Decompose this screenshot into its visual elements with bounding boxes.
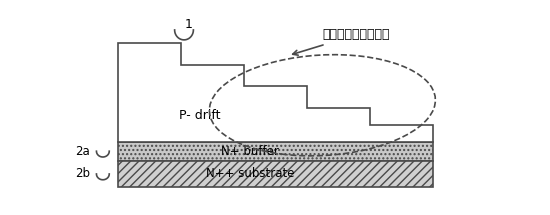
Text: P- drift: P- drift (179, 109, 221, 122)
Text: 1: 1 (184, 18, 192, 31)
Text: 各级阶梯深宽比变化: 各级阶梯深宽比变化 (293, 28, 390, 55)
Bar (118, 161, 433, 187)
Text: N++ substrate: N++ substrate (206, 167, 294, 180)
Polygon shape (118, 43, 433, 142)
Text: N+ buffer: N+ buffer (221, 145, 279, 158)
Bar (118, 142, 433, 161)
Text: 2b: 2b (75, 167, 90, 180)
Text: 2a: 2a (75, 145, 90, 158)
